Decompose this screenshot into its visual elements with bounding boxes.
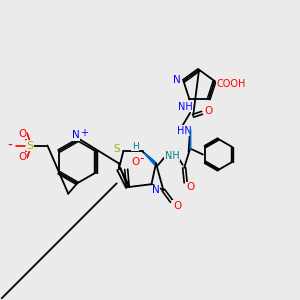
Text: N: N: [152, 185, 160, 195]
Text: O: O: [187, 182, 195, 192]
Text: O: O: [204, 106, 213, 116]
Text: O: O: [173, 201, 181, 211]
Text: S: S: [113, 144, 120, 154]
Text: O: O: [19, 152, 27, 162]
Text: -: -: [140, 152, 144, 165]
Text: NH: NH: [178, 102, 192, 112]
Text: +: +: [80, 128, 88, 138]
Text: N: N: [72, 130, 80, 140]
Text: S: S: [26, 140, 33, 151]
Text: H: H: [132, 142, 139, 151]
Polygon shape: [144, 153, 154, 165]
Text: N: N: [173, 75, 181, 85]
Text: O: O: [132, 157, 140, 167]
Text: NH: NH: [165, 151, 180, 161]
Text: -: -: [7, 139, 12, 152]
Text: O: O: [19, 129, 27, 139]
Text: COOH: COOH: [216, 79, 245, 89]
Text: HN: HN: [177, 126, 192, 136]
